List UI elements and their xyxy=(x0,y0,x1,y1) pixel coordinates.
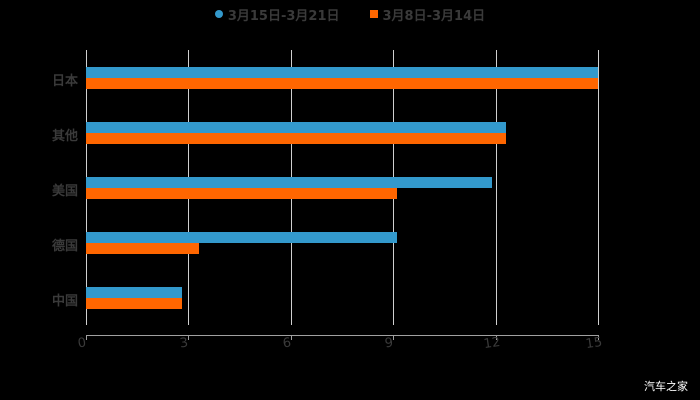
category-label: 德国 xyxy=(51,239,78,254)
x-tick xyxy=(86,335,87,340)
bar[interactable] xyxy=(86,133,506,144)
x-tick xyxy=(495,335,497,340)
category-label: 中国 xyxy=(51,294,78,309)
bar[interactable] xyxy=(86,243,199,254)
watermark: 汽车之家 xyxy=(644,380,688,393)
bar[interactable] xyxy=(86,287,182,298)
bar[interactable] xyxy=(86,232,397,243)
bar[interactable] xyxy=(86,78,598,89)
x-tick-label: 12 xyxy=(482,334,501,353)
x-tick xyxy=(290,335,292,340)
gridline xyxy=(495,50,497,325)
chart-legend: 3月15日-3月21日 3月8日-3月14日 xyxy=(0,4,700,24)
bar[interactable] xyxy=(86,122,506,133)
legend-label: 3月15日-3月21日 xyxy=(227,8,340,24)
category-label: 其他 xyxy=(51,129,78,144)
legend-dot-icon xyxy=(214,10,223,18)
bar[interactable] xyxy=(86,67,598,78)
category-label: 美国 xyxy=(51,184,78,199)
x-tick xyxy=(598,335,599,340)
gridline xyxy=(598,50,599,325)
legend-label: 3月8日-3月14日 xyxy=(382,8,486,24)
x-axis-line xyxy=(86,335,599,336)
legend-item-series-1[interactable]: 3月15日-3月21日 xyxy=(214,4,340,24)
bar[interactable] xyxy=(86,298,182,309)
legend-item-series-2[interactable]: 3月8日-3月14日 xyxy=(369,4,486,24)
x-tick xyxy=(188,335,190,340)
x-tick-label: 15 xyxy=(584,334,604,353)
bar[interactable] xyxy=(86,188,397,199)
category-label: 日本 xyxy=(51,74,78,89)
x-tick-label: 6 xyxy=(281,335,292,352)
bar[interactable] xyxy=(86,177,493,188)
plot-area xyxy=(86,50,599,340)
x-tick xyxy=(393,335,395,340)
legend-square-icon xyxy=(369,10,378,18)
